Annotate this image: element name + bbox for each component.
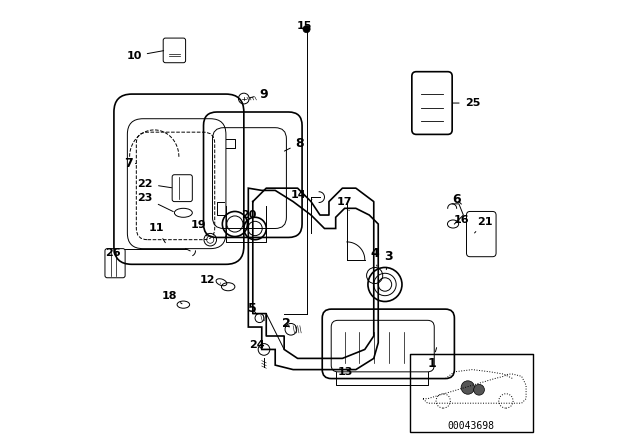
Text: 15: 15 (296, 21, 312, 31)
Text: 20: 20 (241, 210, 256, 224)
Text: 7: 7 (124, 157, 136, 170)
Text: 21: 21 (475, 217, 493, 233)
Text: 00043698: 00043698 (448, 422, 495, 431)
Text: 6: 6 (452, 193, 461, 206)
Text: 13: 13 (337, 367, 356, 379)
Text: 12: 12 (199, 275, 221, 284)
Text: 19: 19 (190, 220, 207, 236)
Text: 5: 5 (248, 302, 257, 315)
Text: 3: 3 (384, 250, 393, 270)
Text: 25: 25 (452, 98, 480, 108)
Text: 2: 2 (282, 317, 291, 330)
Text: 14: 14 (291, 190, 312, 200)
Text: 9: 9 (250, 87, 268, 101)
Text: 22: 22 (138, 179, 172, 189)
Text: 10: 10 (126, 51, 164, 61)
Text: 18: 18 (162, 291, 182, 304)
Circle shape (474, 384, 484, 395)
Circle shape (461, 381, 475, 394)
Text: 8: 8 (284, 137, 304, 151)
Text: 16: 16 (453, 215, 469, 225)
Text: 4: 4 (371, 246, 379, 266)
Text: 11: 11 (148, 224, 165, 243)
Text: 26: 26 (105, 248, 121, 258)
Text: 17: 17 (337, 198, 352, 211)
Text: 23: 23 (138, 193, 173, 211)
Circle shape (303, 26, 310, 33)
Text: 1: 1 (428, 348, 436, 370)
Text: 24: 24 (250, 340, 265, 350)
